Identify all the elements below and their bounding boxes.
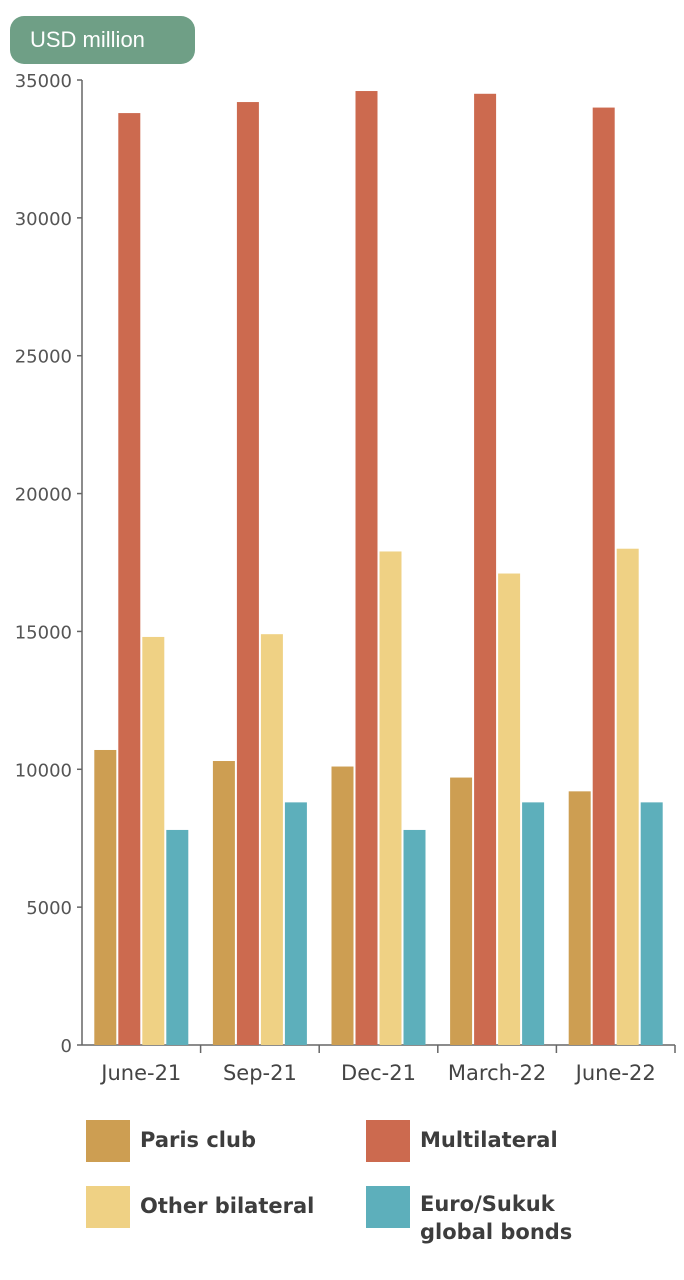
bar [498, 573, 521, 1045]
legend-swatch [86, 1120, 130, 1162]
bar [260, 634, 283, 1045]
bar [616, 548, 639, 1045]
legend-label: Multilateral [420, 1128, 558, 1152]
bar [474, 93, 497, 1046]
bar [379, 551, 402, 1045]
y-tick-label: 25000 [15, 347, 72, 368]
y-tick-label: 10000 [15, 760, 72, 781]
bar [118, 113, 141, 1046]
x-tick-label: Dec-21 [341, 1061, 416, 1085]
bar [142, 636, 165, 1045]
legend-item: Other bilateral [86, 1186, 314, 1228]
bar [94, 749, 117, 1045]
y-tick-label: 0 [61, 1036, 72, 1057]
unit-label: USD million [30, 27, 145, 52]
bar-chart: 0 5000 10000 15000 20000 25000 30000 35000 June-… [15, 71, 676, 1085]
bar [284, 802, 307, 1045]
x-tick-label: June-21 [99, 1061, 181, 1085]
x-tick-label: Sep-21 [223, 1061, 297, 1085]
legend-label: Other bilateral [140, 1194, 315, 1218]
x-tick-label: March-22 [448, 1061, 546, 1085]
bar [640, 802, 663, 1045]
bar [522, 802, 545, 1045]
bar [166, 829, 189, 1045]
bar [355, 91, 378, 1046]
legend-item: Euro/Sukuk global bonds [366, 1186, 572, 1246]
legend-label: Euro/Sukuk global bonds [420, 1192, 573, 1244]
legend-swatch [366, 1186, 410, 1228]
legend-swatch [366, 1120, 410, 1162]
legend-swatch [86, 1186, 130, 1228]
y-tick-label: 5000 [26, 898, 72, 919]
bar [450, 777, 473, 1045]
legend-label: Paris club [140, 1128, 256, 1152]
legend-item: Paris club [86, 1120, 256, 1162]
y-tick-label: 35000 [15, 71, 72, 92]
y-tick-label: 15000 [15, 622, 72, 643]
y-tick-label: 30000 [15, 209, 72, 230]
x-tick-label: June-22 [574, 1061, 656, 1085]
bar [331, 766, 354, 1045]
unit-badge: USD million [10, 16, 195, 64]
bar [212, 761, 235, 1045]
legend-item: Multilateral [366, 1120, 558, 1162]
bar [568, 791, 591, 1045]
bar [236, 102, 259, 1046]
y-tick-label: 20000 [15, 485, 72, 506]
bar [403, 829, 426, 1045]
bar [592, 107, 615, 1046]
